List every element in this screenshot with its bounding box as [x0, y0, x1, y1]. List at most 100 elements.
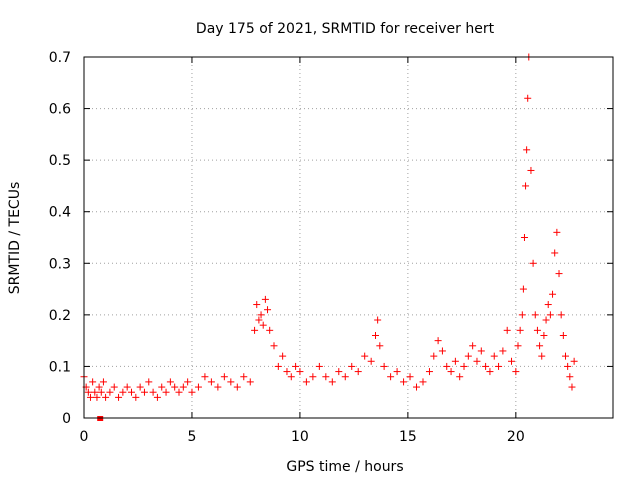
data-point — [387, 373, 395, 381]
data-point — [207, 378, 215, 386]
data-point — [227, 378, 235, 386]
data-point — [261, 295, 269, 303]
data-point — [270, 342, 278, 350]
x-axis-label: GPS time / hours — [286, 459, 403, 475]
data-point — [153, 393, 161, 401]
data-point — [469, 342, 477, 350]
data-point — [292, 362, 300, 370]
data-point — [257, 311, 265, 319]
data-point — [322, 373, 330, 381]
data-point — [542, 316, 550, 324]
data-point — [136, 383, 144, 391]
data-point — [374, 316, 382, 324]
data-point — [348, 362, 356, 370]
data-point — [516, 326, 524, 334]
data-point — [119, 388, 127, 396]
axis-ticks: 0 5 10 15 20 0 0.1 0.2 0.3 0.4 0.5 0.6 0.7 — [49, 50, 613, 445]
data-points — [80, 53, 578, 421]
chart-title: Day 175 of 2021, SRMTID for receiver her… — [196, 21, 495, 37]
data-point — [302, 378, 310, 386]
data-point — [266, 326, 274, 334]
data-point — [519, 285, 527, 293]
data-point — [549, 290, 557, 298]
data-point — [264, 306, 272, 314]
data-point — [361, 352, 369, 360]
y-tick-label: 0.5 — [49, 153, 71, 169]
data-point — [434, 337, 442, 345]
y-tick-label: 0.4 — [49, 205, 71, 221]
data-point — [341, 373, 349, 381]
data-point — [145, 378, 153, 386]
data-point — [555, 270, 563, 278]
data-point — [115, 393, 123, 401]
data-point — [201, 373, 209, 381]
data-point — [520, 234, 528, 241]
data-point — [255, 316, 263, 324]
data-point — [473, 357, 481, 365]
data-point — [97, 388, 105, 396]
data-point — [128, 388, 136, 396]
data-point — [570, 357, 578, 365]
y-tick-label: 0.2 — [49, 308, 71, 324]
data-point — [149, 388, 157, 396]
y-tick-label: 0.6 — [49, 102, 71, 118]
data-point — [531, 311, 539, 319]
data-point — [514, 342, 522, 350]
data-point — [240, 373, 248, 381]
data-point — [557, 311, 565, 319]
y-tick-label: 0.1 — [49, 359, 71, 375]
data-point — [393, 368, 401, 376]
data-point — [553, 228, 561, 236]
data-point — [162, 388, 170, 396]
data-point — [413, 383, 421, 391]
data-point — [194, 383, 202, 391]
data-point — [564, 362, 572, 370]
data-point — [464, 352, 472, 360]
plot-frame — [83, 56, 614, 419]
data-point — [99, 378, 107, 386]
data-point — [523, 146, 531, 154]
data-point — [171, 383, 179, 391]
data-point — [460, 362, 468, 370]
data-point — [158, 383, 166, 391]
data-point — [274, 362, 282, 370]
data-point — [296, 368, 304, 376]
data-point — [246, 378, 254, 386]
data-point — [283, 368, 291, 376]
data-point — [551, 249, 559, 257]
data-point — [400, 378, 408, 386]
data-point — [538, 352, 546, 360]
data-point — [179, 383, 187, 391]
data-point — [495, 362, 503, 370]
x-tick-label: 5 — [187, 429, 196, 445]
data-point — [253, 301, 261, 309]
data-point — [544, 301, 552, 309]
data-point — [482, 362, 490, 370]
data-point — [380, 362, 388, 370]
data-point — [259, 321, 267, 329]
data-point — [123, 383, 131, 391]
x-tick-label: 15 — [399, 429, 417, 445]
data-point — [175, 388, 183, 396]
y-axis-label: SRMTID / TECUs — [7, 182, 23, 295]
data-point — [430, 352, 438, 360]
data-point — [419, 378, 427, 386]
data-point — [84, 388, 92, 396]
data-point — [214, 383, 222, 391]
data-point — [425, 368, 433, 376]
data-point — [140, 388, 148, 396]
data-point — [540, 331, 548, 339]
data-point — [447, 368, 455, 376]
data-point — [233, 383, 241, 391]
data-point — [456, 373, 464, 381]
x-tick-label: 10 — [291, 429, 309, 445]
data-point — [93, 393, 101, 401]
data-point — [102, 393, 110, 401]
data-point — [566, 373, 574, 381]
data-point — [184, 378, 192, 386]
data-point — [529, 259, 537, 267]
data-point — [499, 347, 507, 355]
data-point — [486, 368, 494, 376]
data-point — [188, 388, 196, 396]
data-point — [86, 393, 94, 401]
